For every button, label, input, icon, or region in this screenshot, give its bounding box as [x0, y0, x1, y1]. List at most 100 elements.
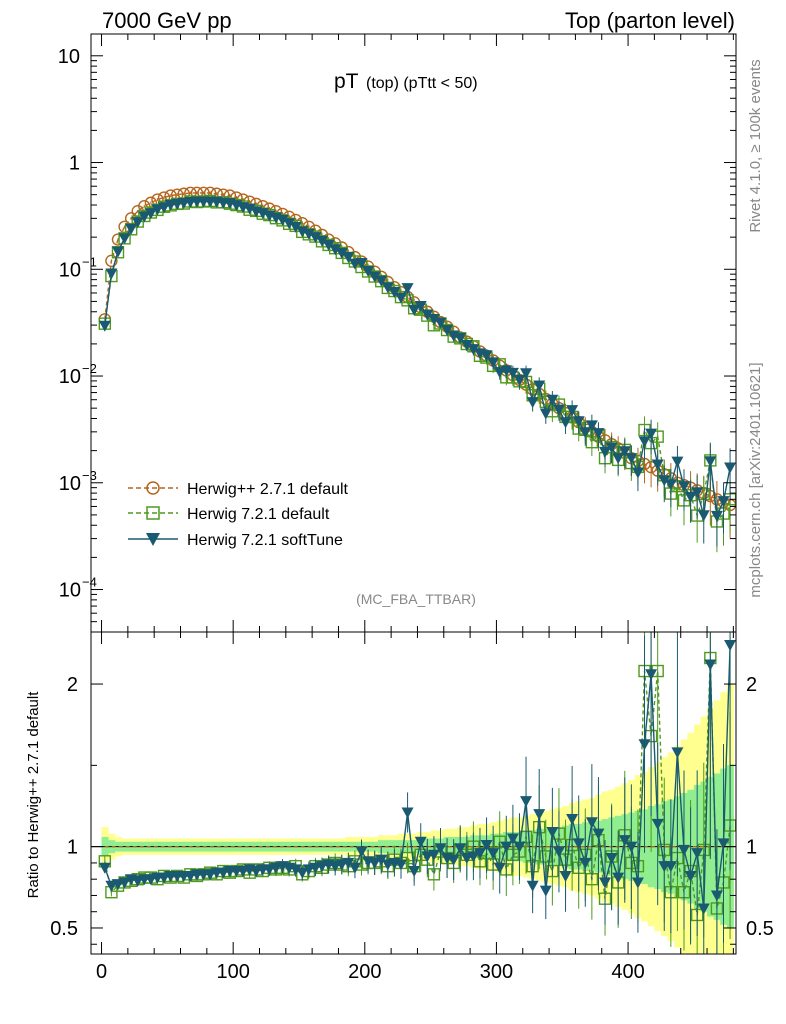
- header-left: 7000 GeV pp: [102, 8, 232, 33]
- ratio-point-softtune: [579, 857, 592, 869]
- ratio-point-softtune: [691, 848, 704, 860]
- point-softtune: [401, 283, 414, 295]
- legend-label-softtune: Herwig 7.2.1 softTune: [187, 532, 343, 549]
- point-softtune: [342, 251, 355, 263]
- point-softtune: [421, 309, 434, 321]
- ratio-point-softtune: [375, 854, 388, 866]
- ratio-point-softtune: [487, 848, 500, 860]
- main-plot-area: [98, 186, 737, 553]
- ratio-point-softtune: [605, 853, 618, 865]
- point-softtune: [335, 247, 348, 259]
- main-y-tick-label: 10: [59, 259, 81, 281]
- plot-title-sub: (top) (pTtt < 50): [366, 75, 478, 92]
- point-softtune: [362, 265, 375, 277]
- ratio-point-softtune: [520, 796, 533, 808]
- point-softtune: [704, 456, 717, 468]
- point-softtune: [651, 459, 664, 471]
- point-softtune: [585, 420, 598, 432]
- ratio-point-softtune: [368, 857, 381, 869]
- ratio-point-softtune: [342, 857, 355, 869]
- point-softtune: [375, 275, 388, 287]
- point-softtune: [394, 292, 407, 304]
- point-softtune: [599, 446, 612, 458]
- header-right: Top (parton level): [565, 8, 735, 33]
- point-softtune: [105, 268, 118, 280]
- mcplots-label: mcplots.cern.ch [arXiv:2401.10621]: [747, 362, 764, 597]
- legend-entry-herwig721: Herwig 7.2.1 default: [128, 506, 330, 523]
- point-softtune: [638, 436, 651, 448]
- ratio-point-softtune: [467, 851, 480, 863]
- point-softtune: [671, 456, 684, 468]
- ratio-point-herwig721: [539, 850, 552, 863]
- point-softtune: [289, 221, 302, 233]
- point-softtune: [158, 202, 171, 214]
- ratio-point-softtune: [697, 903, 710, 915]
- point-softtune: [111, 246, 124, 258]
- ratio-point-softtune: [533, 809, 546, 821]
- point-softtune: [381, 282, 394, 294]
- ratio-point-softtune: [526, 880, 539, 892]
- point-softtune: [566, 405, 579, 417]
- ratio-point-softtune: [401, 807, 414, 819]
- point-softtune: [618, 446, 631, 458]
- point-softtune: [441, 325, 454, 337]
- x-tick-label: 100: [216, 961, 249, 983]
- ratio-point-softtune: [473, 848, 486, 860]
- point-softtune: [309, 232, 322, 244]
- ratio-point-softtune: [513, 841, 526, 853]
- ratio-plot-area: [91, 632, 737, 954]
- rivet-version-label: Rivet 4.1.0, ≥ 100k events: [747, 59, 764, 232]
- ratio-point-softtune: [539, 885, 552, 897]
- ratio-point-softtune: [118, 877, 131, 889]
- point-softtune: [138, 211, 151, 223]
- point-softtune: [118, 233, 131, 245]
- point-softtune: [579, 427, 592, 439]
- point-softtune: [506, 367, 519, 379]
- point-softtune: [533, 380, 546, 392]
- point-softtune: [487, 357, 500, 369]
- point-softtune: [493, 367, 506, 379]
- ratio-point-softtune: [289, 864, 302, 876]
- ratio-point-softtune: [506, 833, 519, 845]
- ratio-point-softtune: [625, 841, 638, 853]
- ratio-point-softtune: [612, 872, 625, 884]
- legend-marker-softtune: [146, 533, 160, 546]
- main-x-ticks: [101, 34, 734, 632]
- point-softtune: [691, 487, 704, 499]
- point-softtune: [697, 510, 710, 522]
- ratio-point-softtune: [98, 862, 111, 874]
- ratio-point-softtune: [355, 846, 368, 858]
- point-softtune: [434, 317, 447, 329]
- ratio-point-softtune: [480, 840, 493, 852]
- point-softtune: [98, 320, 111, 332]
- legend-entry-softtune: Herwig 7.2.1 softTune: [128, 532, 343, 549]
- point-softtune: [388, 287, 401, 299]
- x-tick-label: 400: [611, 961, 644, 983]
- legend: Herwig++ 2.7.1 default Herwig 7.2.1 defa…: [128, 481, 349, 549]
- ratio-point-softtune: [717, 838, 730, 850]
- point-softtune: [559, 417, 572, 429]
- ratio-point-softtune: [559, 870, 572, 882]
- ratio-point-softtune: [585, 817, 598, 829]
- point-softtune: [467, 344, 480, 356]
- ratio-point-softtune: [414, 836, 427, 848]
- point-softtune: [710, 510, 723, 522]
- main-y-tick-exponent: −3: [82, 468, 97, 483]
- ratio-point-softtune: [631, 877, 644, 889]
- main-y-tick-label: 10: [59, 366, 81, 388]
- point-softtune: [131, 217, 144, 229]
- ratio-point-softtune: [394, 859, 407, 871]
- point-softtune: [302, 228, 315, 240]
- ratio-point-softtune: [664, 861, 677, 873]
- ratio-point-softtune: [671, 747, 684, 759]
- plot-title-main: pT: [334, 70, 359, 93]
- point-softtune: [520, 368, 533, 380]
- main-y-tick-exponent: −4: [82, 575, 97, 590]
- ratio-point-softtune: [427, 849, 440, 861]
- ratio-point-softtune: [546, 827, 559, 839]
- point-softtune: [552, 404, 565, 416]
- point-softtune: [724, 462, 737, 474]
